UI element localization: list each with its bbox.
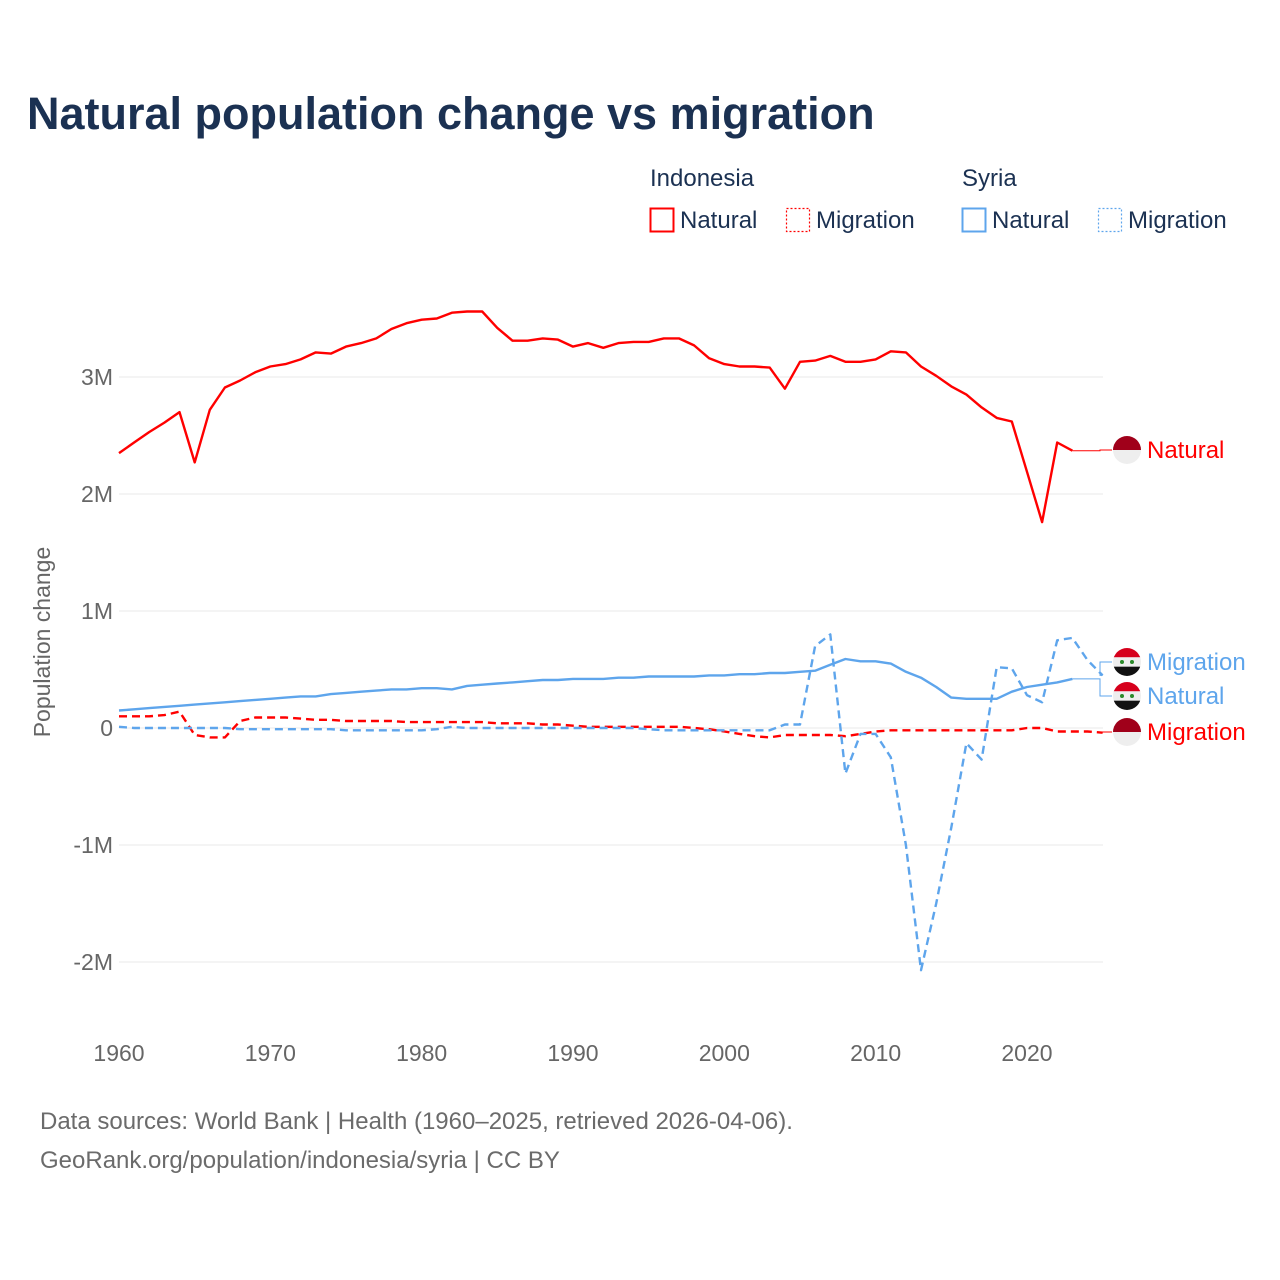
flag-stripe <box>1113 691 1141 701</box>
series-end-label: Migration <box>1147 719 1246 746</box>
flag-stripe <box>1113 666 1141 676</box>
x-tick-label: 2010 <box>850 1040 901 1066</box>
flag-star <box>1120 694 1124 698</box>
flag-star <box>1130 660 1134 664</box>
series-end-label: Natural <box>1147 437 1224 464</box>
x-tick-label: 1970 <box>245 1040 296 1066</box>
flag-stripe <box>1113 732 1141 746</box>
flag-stripe <box>1113 648 1141 658</box>
legend-group-title: Syria <box>962 165 1017 192</box>
y-tick-label: 1M <box>81 598 113 624</box>
legend-swatch-natural <box>961 207 987 233</box>
y-tick-label: -2M <box>73 949 113 975</box>
legend-item-label: Natural <box>992 207 1069 234</box>
flag-syria-icon <box>1113 648 1141 676</box>
legend-swatch-natural <box>649 207 675 233</box>
source-note: Data sources: World Bank | Health (1960–… <box>40 1108 793 1135</box>
x-tick-label: 2000 <box>699 1040 750 1066</box>
y-axis-label: Population change <box>29 547 55 738</box>
flag-syria-icon <box>1113 682 1141 710</box>
series-line-syria-natural <box>118 657 1073 712</box>
x-tick-label: 1990 <box>547 1040 598 1066</box>
flag-indonesia-icon <box>1113 436 1141 464</box>
chart-title: Natural population change vs migration <box>27 88 875 139</box>
legend-item-label: Migration <box>1128 207 1227 234</box>
series-line-indonesia-migration <box>119 710 1103 739</box>
label-connector <box>1072 449 1112 452</box>
legend-swatch-migration <box>1097 207 1123 233</box>
x-tick-label: 1960 <box>93 1040 144 1066</box>
flag-indonesia-icon <box>1113 718 1141 746</box>
label-connector <box>1072 678 1112 697</box>
legend-item-label: Natural <box>680 207 757 234</box>
y-tick-label: 3M <box>81 364 113 390</box>
flag-stripe <box>1113 450 1141 464</box>
series-line-syria-migration <box>118 633 1104 972</box>
flag-stripe <box>1113 718 1141 732</box>
flag-star <box>1130 694 1134 698</box>
legend-group-title: Indonesia <box>650 165 755 192</box>
series-end-label: Natural <box>1147 683 1224 710</box>
label-connector <box>1099 661 1112 676</box>
x-tick-label: 1980 <box>396 1040 447 1066</box>
x-tick-label: 2020 <box>1001 1040 1052 1066</box>
y-tick-label: 0 <box>100 715 113 741</box>
series-end-label: Migration <box>1147 649 1246 676</box>
flag-stripe <box>1113 700 1141 710</box>
series-line-indonesia-natural <box>118 310 1073 524</box>
label-connector <box>1099 731 1112 734</box>
legend-swatch-migration <box>785 207 811 233</box>
y-tick-label: 2M <box>81 481 113 507</box>
flag-stripe <box>1113 682 1141 692</box>
flag-stripe <box>1113 657 1141 667</box>
y-tick-label: -1M <box>73 832 113 858</box>
legend-item-label: Migration <box>816 207 915 234</box>
flag-star <box>1120 660 1124 664</box>
flag-stripe <box>1113 436 1141 450</box>
source-url: GeoRank.org/population/indonesia/syria |… <box>40 1147 560 1174</box>
